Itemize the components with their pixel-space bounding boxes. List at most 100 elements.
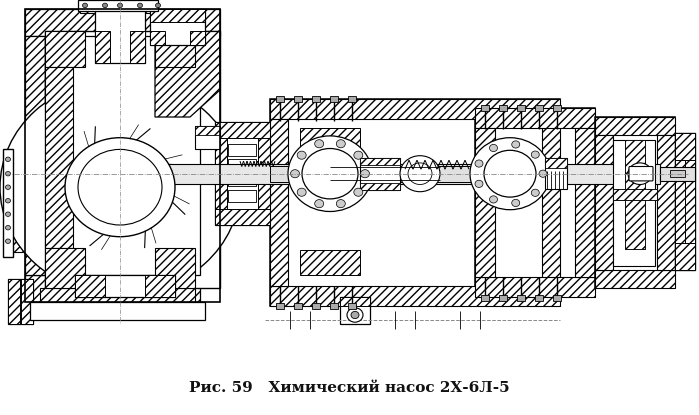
Bar xyxy=(190,32,205,45)
Bar xyxy=(25,274,200,302)
Bar xyxy=(475,277,595,297)
Circle shape xyxy=(470,138,550,210)
Bar xyxy=(130,0,152,14)
Circle shape xyxy=(633,167,647,180)
Circle shape xyxy=(25,102,215,273)
Bar xyxy=(625,200,645,249)
Bar xyxy=(595,117,675,135)
Bar xyxy=(21,279,33,324)
Bar xyxy=(45,68,73,247)
Bar xyxy=(120,164,660,183)
Bar xyxy=(660,166,695,181)
Bar xyxy=(215,209,270,225)
Bar xyxy=(30,302,205,310)
Bar xyxy=(25,9,220,36)
Bar xyxy=(80,0,102,14)
Bar xyxy=(312,96,320,102)
Bar xyxy=(517,105,525,111)
Bar xyxy=(45,247,85,288)
Bar xyxy=(675,160,685,243)
Circle shape xyxy=(512,199,520,207)
Bar xyxy=(475,108,595,128)
Circle shape xyxy=(351,311,359,319)
Bar xyxy=(685,160,695,243)
Bar xyxy=(5,198,25,207)
Bar xyxy=(481,105,489,111)
Bar xyxy=(75,274,105,297)
Bar xyxy=(276,96,284,102)
Bar xyxy=(595,117,675,288)
Bar xyxy=(228,159,256,171)
Circle shape xyxy=(475,160,483,167)
Circle shape xyxy=(6,198,10,203)
Circle shape xyxy=(354,151,363,159)
Bar xyxy=(155,32,195,68)
Bar xyxy=(360,158,400,165)
Circle shape xyxy=(354,188,363,196)
Bar xyxy=(228,175,256,186)
Bar xyxy=(155,247,195,288)
Bar xyxy=(348,303,356,309)
Bar xyxy=(228,159,256,171)
Circle shape xyxy=(489,196,498,203)
Circle shape xyxy=(302,149,358,199)
Circle shape xyxy=(539,170,547,177)
Circle shape xyxy=(484,150,536,197)
Bar xyxy=(276,303,284,309)
Bar xyxy=(625,139,645,193)
Circle shape xyxy=(288,136,372,212)
Bar xyxy=(75,274,175,297)
Bar xyxy=(348,96,356,102)
Bar xyxy=(0,0,699,333)
Bar xyxy=(553,105,561,111)
Bar xyxy=(215,122,270,138)
Circle shape xyxy=(489,144,498,151)
Bar xyxy=(675,133,695,160)
Bar xyxy=(340,297,370,324)
Bar xyxy=(670,170,685,177)
Bar xyxy=(195,126,220,135)
Bar xyxy=(475,128,495,277)
Bar xyxy=(360,158,400,190)
FancyBboxPatch shape xyxy=(629,166,653,181)
Bar xyxy=(45,32,220,288)
Bar xyxy=(625,139,645,193)
Bar xyxy=(675,243,695,270)
Circle shape xyxy=(475,180,483,188)
Bar xyxy=(675,133,695,270)
Circle shape xyxy=(6,185,10,190)
Bar xyxy=(270,119,288,286)
Bar xyxy=(45,36,200,274)
Bar xyxy=(3,149,13,256)
Bar xyxy=(499,295,507,300)
Bar xyxy=(312,303,320,309)
Bar xyxy=(613,189,657,200)
Circle shape xyxy=(291,170,299,178)
Bar xyxy=(130,32,145,63)
Bar xyxy=(545,158,567,168)
Circle shape xyxy=(628,163,652,185)
Bar xyxy=(145,274,175,297)
Bar xyxy=(5,207,23,252)
Circle shape xyxy=(408,163,432,185)
Bar xyxy=(360,183,400,190)
Bar xyxy=(40,288,195,308)
Circle shape xyxy=(336,140,345,148)
Circle shape xyxy=(400,156,440,192)
Bar xyxy=(613,139,655,266)
Circle shape xyxy=(315,140,324,148)
Bar xyxy=(8,279,33,324)
Circle shape xyxy=(6,171,10,176)
Circle shape xyxy=(297,188,306,196)
Bar xyxy=(553,295,561,300)
Circle shape xyxy=(6,212,10,217)
Bar xyxy=(150,9,205,22)
Bar xyxy=(340,297,370,306)
Bar xyxy=(330,303,338,309)
Bar xyxy=(475,108,595,297)
Circle shape xyxy=(103,3,108,7)
Bar xyxy=(215,122,270,225)
Bar xyxy=(45,32,85,68)
Bar xyxy=(535,105,543,111)
Bar xyxy=(481,295,489,300)
